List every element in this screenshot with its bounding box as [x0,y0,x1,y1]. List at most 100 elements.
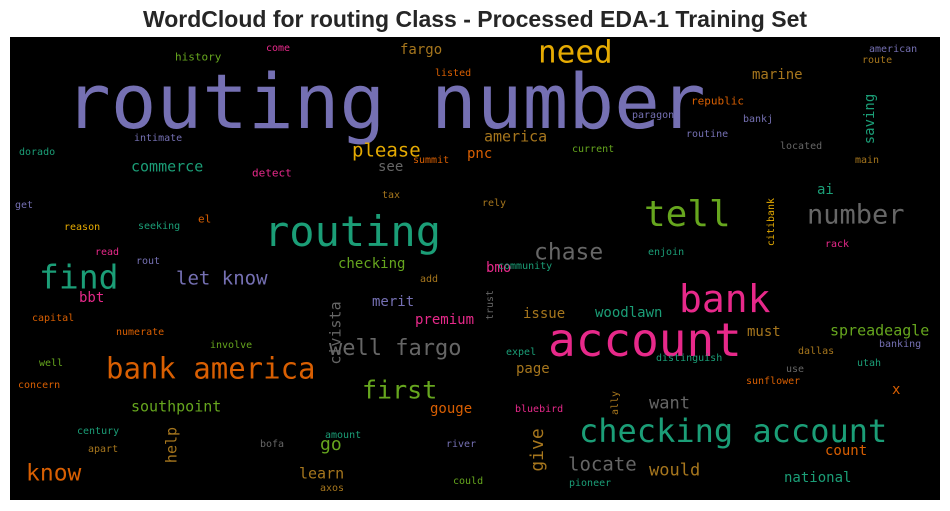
word-need: need [538,37,613,71]
word-dorado: dorado [19,147,56,158]
word-reason: reason [64,222,101,233]
word-account: account [548,313,742,367]
word-routine: routine [686,129,729,140]
word-issue: issue [523,306,566,322]
word-premium: premium [415,312,475,328]
word-route: route [862,55,893,66]
word-get: get [15,200,34,211]
word-saving: saving [862,93,878,145]
word-enjoin: enjoin [648,247,685,258]
word-utah: utah [857,358,882,369]
word-rely: rely [482,198,507,209]
word-know: know [26,460,82,487]
word-concern: concern [18,380,61,391]
word-come: come [266,43,291,54]
word-listed: listed [435,68,472,79]
word-tax: tax [382,190,401,201]
word-please: please [352,139,421,162]
word-bofa: bofa [260,439,285,450]
word-learn: learn [299,464,345,483]
word-involve: involve [210,340,253,351]
word-must: must [747,324,781,340]
chart-title: WordCloud for routing Class - Processed … [142,6,808,32]
word-chase: chase [534,239,604,266]
word-america: america [484,127,548,146]
word-bbt: bbt [79,290,105,306]
word-page: page [516,361,550,377]
word-bank: bank [679,277,771,321]
word-located: located [780,141,823,152]
word-woodlawn: woodlawn [595,305,663,321]
word-trust: trust [485,289,496,321]
word-amount: amount [325,430,362,441]
word-number: number [807,199,905,231]
word-river: river [446,439,477,450]
word-expel: expel [506,347,537,358]
word-would: would [649,460,701,481]
word-el: el [198,212,212,226]
word-tell: tell [644,194,731,235]
word-century: century [77,426,120,437]
word-count: count [825,443,868,459]
word-rout: rout [136,256,161,267]
word-read: read [95,247,120,258]
word-bank-america: bank america [106,351,316,386]
word-national: national [784,470,852,486]
word-go: go [320,434,342,455]
word-use: use [786,364,805,375]
word-let-know: let know [176,267,268,290]
word-pnc: pnc [467,146,493,162]
word-rack: rack [825,239,850,250]
word-find: find [39,257,119,297]
word-dallas: dallas [798,346,835,357]
word-community: community [498,261,553,272]
word-paragon: paragon [632,110,675,121]
word-intimate: intimate [134,133,183,144]
word-want: want [649,393,690,414]
word-citibank: citibank [766,197,777,247]
word-pioneer: pioneer [569,478,612,489]
word-routing: routing [264,207,442,256]
word-history: history [175,50,222,64]
word-current: current [572,144,615,155]
word-capital: capital [32,313,75,324]
word-banking: banking [879,339,922,350]
word-first: first [362,375,438,405]
word-see: see [378,159,404,175]
word-spreadeagle: spreadeagle [830,321,930,340]
word-merit: merit [372,294,415,310]
word-add: add [420,274,439,285]
word-checking: checking [338,256,406,272]
word-commerce: commerce [131,157,204,176]
word-civista: civista [326,301,345,365]
word-locate: locate [568,453,637,476]
word-bankj: bankj [743,114,774,125]
word-seeking: seeking [138,221,181,232]
word-axos: axos [320,483,345,494]
word-numerate: numerate [116,327,165,338]
word-american: american [869,44,918,55]
word-detect: detect [252,166,292,180]
word-checking-account: checking account [579,412,888,450]
word-help: help [162,426,181,464]
word-could: could [453,476,484,487]
word-summit: summit [413,155,450,166]
word-apart: apart [88,444,119,455]
word-sunflower: sunflower [746,376,801,387]
word-southpoint: southpoint [131,397,222,416]
word-gouge: gouge [430,401,473,417]
word-ally: ally [610,390,621,416]
word-routing-number: routing number [65,57,706,146]
word-distinguish: distinguish [656,353,723,364]
word-cloud: routing number account routing bank need tell… [10,37,940,500]
word-marine: marine [752,67,803,83]
word-bmo: bmo [486,260,512,276]
word-well: well [39,358,64,369]
word-main: main [855,155,880,166]
word-x: x [892,382,901,398]
word-give: give [527,428,548,472]
word-bluebird: bluebird [515,404,564,415]
word-ai: ai [817,182,834,198]
word-fargo: fargo [400,42,443,58]
word-well-fargo: well fargo [329,336,462,361]
